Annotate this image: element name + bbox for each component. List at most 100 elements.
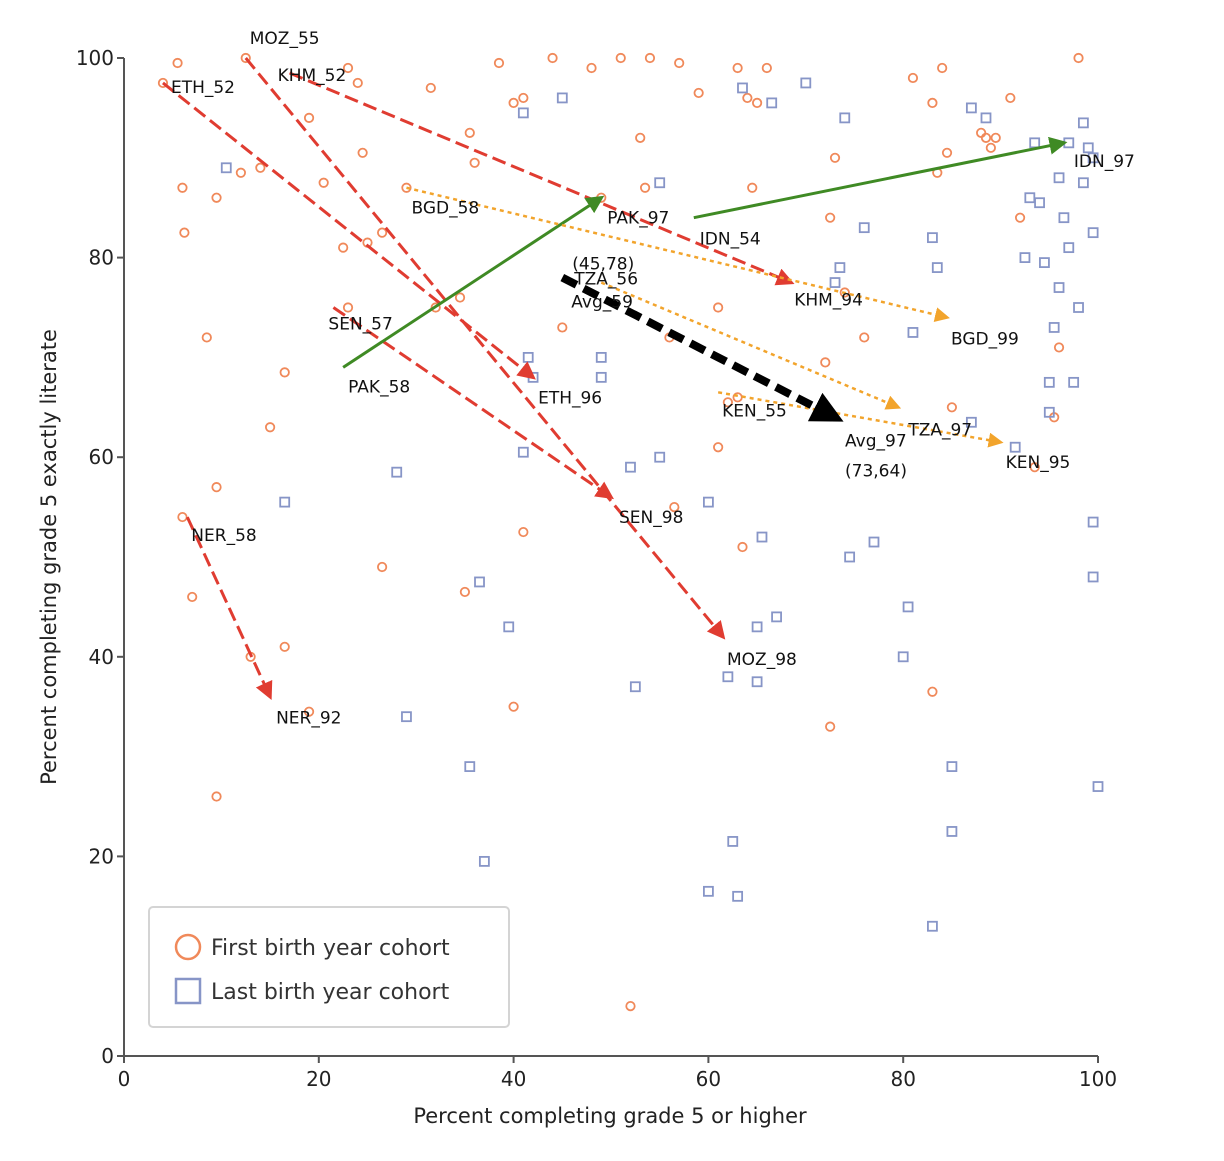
last-cohort-point bbox=[732, 890, 744, 902]
last-cohort-point bbox=[401, 711, 412, 723]
first-cohort-point bbox=[303, 112, 315, 123]
last-cohort-point bbox=[1063, 137, 1075, 149]
last-cohort-point bbox=[897, 651, 909, 663]
legend-label-last: Last birth year cohort bbox=[211, 980, 450, 1005]
last-cohort-point bbox=[503, 621, 515, 633]
last-cohort-point bbox=[1053, 282, 1065, 293]
trajectory-arrow-idn bbox=[693, 136, 1068, 220]
first-cohort-point bbox=[338, 242, 349, 253]
last-cohort-point bbox=[1068, 376, 1080, 388]
country-label: IDN_54 bbox=[700, 230, 761, 250]
first-cohort-point bbox=[352, 77, 363, 89]
first-cohort-point bbox=[464, 127, 475, 138]
last-cohort-point bbox=[800, 77, 812, 89]
x-tick-label: 80 bbox=[890, 1067, 915, 1091]
y-tick-label: 20 bbox=[89, 844, 114, 868]
last-cohort-point bbox=[829, 277, 841, 288]
first-cohort-point bbox=[547, 52, 558, 64]
x-tick-label: 20 bbox=[306, 1067, 331, 1091]
last-cohort-point bbox=[737, 82, 748, 94]
x-tick-label: 40 bbox=[501, 1067, 526, 1091]
x-tick-label: 0 bbox=[118, 1067, 131, 1091]
last-cohort-point bbox=[1043, 406, 1055, 418]
last-cohort-point bbox=[1058, 212, 1070, 224]
last-cohort-point bbox=[771, 611, 782, 623]
last-cohort-point bbox=[474, 576, 485, 588]
first-cohort-point bbox=[722, 397, 733, 408]
last-cohort-point bbox=[1082, 142, 1094, 154]
last-cohort-point bbox=[1034, 197, 1045, 209]
trajectory-arrow-tza bbox=[600, 281, 902, 410]
first-cohort-point bbox=[318, 177, 329, 188]
first-cohort-point bbox=[1005, 92, 1016, 104]
country-label: KEN_95 bbox=[1006, 453, 1071, 473]
trajectory-arrow-sen bbox=[332, 306, 614, 500]
trajectory-arrows bbox=[162, 57, 1068, 700]
last-cohort-point bbox=[703, 885, 714, 897]
first-cohort-markers bbox=[157, 52, 1084, 1012]
first-cohort-point bbox=[1029, 462, 1040, 473]
last-cohort-point bbox=[1019, 252, 1031, 264]
trajectory-arrow-ner bbox=[185, 516, 273, 700]
first-cohort-point bbox=[937, 62, 948, 74]
last-cohort-point bbox=[220, 162, 232, 174]
average-arrow bbox=[560, 274, 844, 422]
average-label: (45,78) bbox=[572, 255, 634, 275]
y-tick-label: 40 bbox=[89, 645, 114, 669]
first-cohort-point bbox=[211, 192, 222, 203]
country-label: TZA_56 bbox=[573, 270, 638, 290]
last-cohort-point bbox=[1009, 441, 1021, 453]
first-cohort-point bbox=[946, 402, 958, 413]
first-cohort-point bbox=[1014, 212, 1026, 223]
x-axis-title: Percent completing grade 5 or higher bbox=[413, 1104, 807, 1128]
legend-box bbox=[148, 906, 510, 1028]
legend: First birth year cohort Last birth year … bbox=[148, 906, 510, 1028]
first-cohort-point bbox=[907, 72, 919, 84]
first-cohort-point bbox=[518, 526, 529, 538]
first-cohort-point bbox=[172, 57, 183, 69]
first-cohort-point bbox=[693, 87, 704, 99]
first-cohort-point bbox=[157, 77, 169, 89]
first-cohort-point bbox=[187, 591, 198, 603]
last-cohort-point bbox=[1029, 137, 1041, 149]
last-cohort-point bbox=[1087, 516, 1099, 528]
first-cohort-point bbox=[557, 322, 568, 333]
country-label: KHM_52 bbox=[278, 66, 347, 86]
country-label: KHM_94 bbox=[794, 291, 863, 311]
first-cohort-point bbox=[941, 147, 953, 158]
first-cohort-point bbox=[459, 586, 470, 598]
country-label: TZA_97 bbox=[907, 420, 972, 440]
x-axis-ticks: 0 20 40 60 80 100 bbox=[118, 1056, 1117, 1091]
country-label: ETH_96 bbox=[538, 388, 602, 408]
last-cohort-point bbox=[517, 446, 529, 458]
last-cohort-point bbox=[965, 102, 977, 114]
last-cohort-point bbox=[756, 531, 768, 543]
first-cohort-point bbox=[508, 97, 519, 109]
first-cohort-point bbox=[927, 686, 938, 697]
country-label: BGD_99 bbox=[951, 329, 1019, 349]
last-cohort-point bbox=[654, 451, 666, 463]
country-labels: ETH_52 ETH_96 MOZ_55 MOZ_98 KHM_52 KHM_94 SEN_… bbox=[171, 29, 1135, 729]
first-cohort-point bbox=[635, 132, 646, 143]
first-cohort-point bbox=[264, 422, 276, 433]
last-cohort-point bbox=[927, 232, 938, 244]
country-label: MOZ_55 bbox=[250, 29, 320, 49]
average-label: (73,64) bbox=[845, 461, 907, 481]
first-cohort-point bbox=[742, 92, 753, 104]
last-cohort-point bbox=[595, 371, 607, 383]
first-cohort-point bbox=[493, 57, 505, 69]
first-cohort-point bbox=[201, 332, 212, 343]
last-cohort-point bbox=[751, 676, 763, 688]
last-cohort-point bbox=[751, 621, 763, 633]
country-label: SEN_98 bbox=[619, 508, 683, 528]
first-cohort-point bbox=[586, 62, 597, 74]
first-cohort-point bbox=[211, 791, 222, 802]
last-cohort-point bbox=[839, 112, 851, 124]
first-cohort-point bbox=[639, 182, 651, 193]
last-cohort-point bbox=[629, 681, 641, 693]
first-cohort-point bbox=[644, 52, 656, 64]
y-tick-label: 80 bbox=[89, 246, 114, 270]
first-cohort-point bbox=[279, 641, 290, 652]
country-label: NER_58 bbox=[191, 526, 256, 546]
y-axis-title: Percent completing grade 5 exactly liter… bbox=[37, 329, 61, 785]
